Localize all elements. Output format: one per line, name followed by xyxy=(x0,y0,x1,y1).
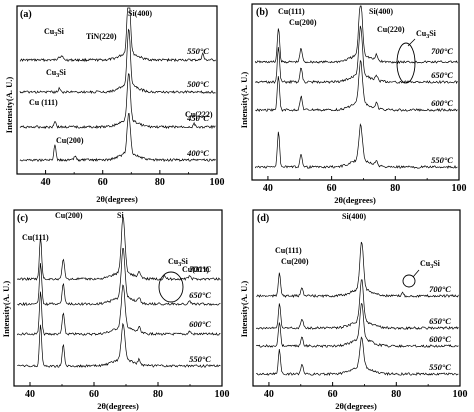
annotation-a-tin: TiN(220) xyxy=(86,32,117,41)
axes-frame-a xyxy=(16,5,218,175)
trace-d-4 xyxy=(256,336,459,377)
axes-frame-b xyxy=(251,3,460,181)
series-label-d-2: 650°C xyxy=(429,316,451,326)
ylabel-b: Intensity(A. U.) xyxy=(239,72,249,129)
trace-a-2 xyxy=(19,28,216,94)
trace-c-2 xyxy=(17,247,221,307)
xtick-label-c: 80 xyxy=(153,389,163,400)
xtick-label-d: 60 xyxy=(328,389,338,400)
annotation-c-cu3si: Cu3Si xyxy=(168,257,189,268)
annotation-d-cu200: Cu(200) xyxy=(281,257,309,266)
panel-label-d: (d) xyxy=(257,213,269,224)
annotation-a-si400: Si(400) xyxy=(128,9,152,18)
xtick-label-b: 40 xyxy=(263,183,273,194)
series-label-a-1: 550°C xyxy=(187,46,209,56)
series-label-c-2: 650°C xyxy=(189,290,211,300)
annotation-a-cu3si-1: Cu3Si xyxy=(44,27,65,38)
xtick-label-b: 60 xyxy=(327,183,337,194)
xlabel-c: 2θ(degrees) xyxy=(97,401,139,411)
series-label-b-3: 600°C xyxy=(431,98,453,108)
trace-d-2 xyxy=(255,279,459,331)
ylabel-c: Intensity(A. U.) xyxy=(1,281,11,338)
annotation-b-cu200: Cu(200) xyxy=(289,18,317,27)
xtick-label-a: 80 xyxy=(155,177,165,188)
panel-b: Intensity(A. U.) 700°C 650°C 600°C 550°C 40… xyxy=(237,0,474,206)
xtick-label-d: 40 xyxy=(264,389,274,400)
annotation-a-cu111: Cu (111) xyxy=(29,98,58,107)
series-label-d-4: 550°C xyxy=(429,362,451,372)
annotation-c-circle xyxy=(158,271,184,303)
annotation-d-pointer xyxy=(412,269,420,278)
xtick-label-a: 40 xyxy=(41,177,51,188)
trace-b-3 xyxy=(255,59,458,112)
xlabel-b: 2θ(degrees) xyxy=(334,195,376,205)
annotation-b-circle xyxy=(396,42,416,84)
panel-c: Intensity(A. U.) 700°C 650°C 600°C 550°C 40… xyxy=(0,206,237,412)
series-label-a-4: 400°C xyxy=(186,148,209,158)
annotation-d-circle xyxy=(402,274,416,288)
annotation-b-cu3si: Cu3Si xyxy=(416,29,437,40)
series-label-b-2: 650°C xyxy=(431,70,453,80)
trace-b-4 xyxy=(254,123,458,169)
series-label-b-1: 700°C xyxy=(431,46,453,56)
panel-label-c: (c) xyxy=(17,213,28,224)
annotation-a-cu222: Cu(222) xyxy=(185,110,213,119)
xtick-label-b: 100 xyxy=(452,183,467,194)
annotation-a-cu3si-2: Cu3Si xyxy=(46,68,67,79)
annotation-a-cu200: Cu(200) xyxy=(56,136,84,145)
xlabel-a: 2θ(degrees) xyxy=(96,194,138,204)
annotation-b-cu111: Cu(111) xyxy=(278,7,305,16)
trace-c-4 xyxy=(17,322,221,368)
annotation-b-si400: Si(400) xyxy=(369,7,393,16)
ylabel-a: Intensity(A. U.) xyxy=(4,77,14,134)
chart-a: Intensity(A. U.) 550°C 500°C 450°C 400°C 40… xyxy=(4,5,225,204)
chart-d: Intensity(A. U.) 700°C 650°C 600°C 550°C 40… xyxy=(239,209,468,411)
series-label-d-1: 700°C xyxy=(429,284,451,294)
trace-c-1 xyxy=(16,216,221,281)
trace-c-3 xyxy=(16,284,221,336)
series-label-a-2: 500°C xyxy=(187,79,209,89)
annotation-c-si: Si xyxy=(117,211,124,220)
annotation-d-si400: Si(400) xyxy=(342,212,366,221)
trace-a-1 xyxy=(19,7,216,63)
series-label-b-4: 550°C xyxy=(431,155,453,165)
trace-d-3 xyxy=(256,303,459,349)
xtick-label-c: 40 xyxy=(25,389,35,400)
panel-d: Intensity(A. U.) 700°C 650°C 600°C 550°C 40… xyxy=(237,206,474,412)
trace-b-2 xyxy=(254,25,458,85)
series-label-c-3: 600°C xyxy=(189,319,211,329)
annotation-d-cu3si: Cu3Si xyxy=(420,259,441,270)
annotation-c-cu111: Cu(111) xyxy=(22,233,49,242)
series-label-c-4: 550°C xyxy=(189,354,211,364)
annotation-c-cu200: Cu(200) xyxy=(55,211,83,220)
trace-d-1 xyxy=(256,241,459,298)
xtick-label-c: 100 xyxy=(215,389,230,400)
annotation-d-cu111: Cu(111) xyxy=(275,246,302,255)
trace-a-4 xyxy=(19,112,216,163)
xtick-label-d: 100 xyxy=(453,389,468,400)
xtick-label-c: 60 xyxy=(89,389,99,400)
xtick-label-d: 80 xyxy=(391,389,401,400)
axes-frame-c xyxy=(13,209,223,387)
annotation-b-cu220: Cu(220) xyxy=(377,25,405,34)
series-label-d-3: 600°C xyxy=(429,334,451,344)
xtick-label-a: 100 xyxy=(210,177,225,188)
series-label-a-3: 450°C xyxy=(186,113,209,123)
panel-label-b: (b) xyxy=(256,7,268,18)
trace-a-3 xyxy=(19,73,216,130)
panel-a: Intensity(A. U.) 550°C 500°C 450°C 400°C 40… xyxy=(0,0,237,206)
series-label-c-1: 700°C xyxy=(189,264,211,274)
xtick-label-a: 60 xyxy=(98,177,108,188)
trace-b-1 xyxy=(254,5,458,65)
axes-frame-d xyxy=(252,209,461,387)
ylabel-d: Intensity(A. U.) xyxy=(239,281,249,338)
annotation-c-cu311: Cu(311) xyxy=(182,265,209,274)
panel-label-a: (a) xyxy=(20,9,32,20)
chart-c: Intensity(A. U.) 700°C 650°C 600°C 550°C 40… xyxy=(1,209,230,411)
xtick-label-b: 80 xyxy=(390,183,400,194)
annotation-b-pointer xyxy=(407,38,416,47)
xlabel-d: 2θ(degrees) xyxy=(335,401,377,411)
chart-b: Intensity(A. U.) 700°C 650°C 600°C 550°C 40… xyxy=(239,3,467,205)
